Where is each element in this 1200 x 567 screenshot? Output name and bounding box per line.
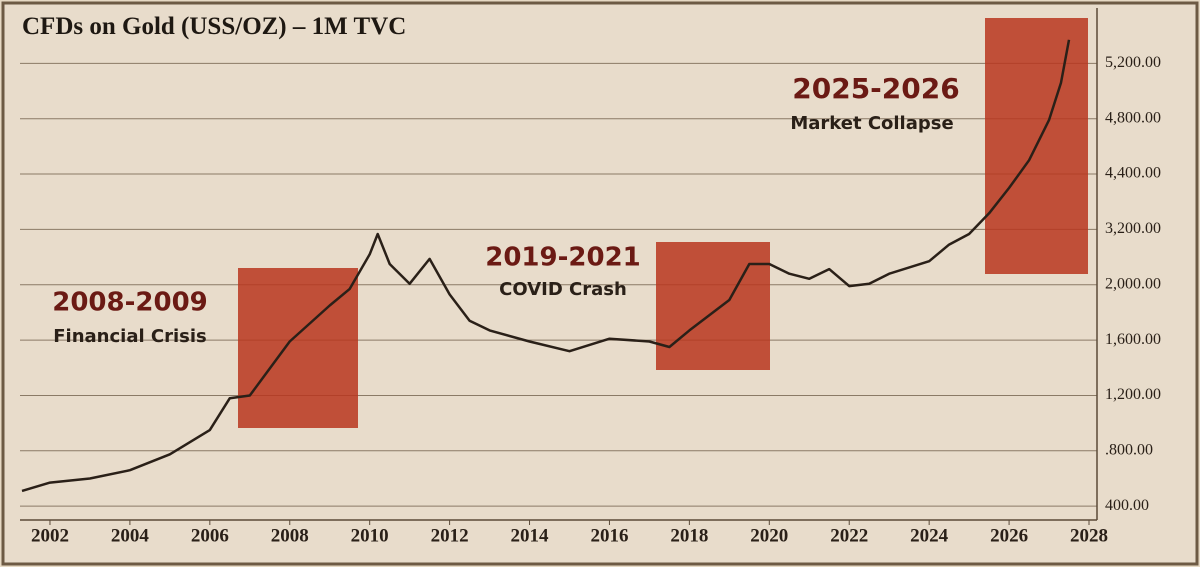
- annotation-title: 2008-2009: [52, 288, 208, 318]
- y-tick-label: 1,600.00: [1105, 331, 1161, 348]
- x-tick-label: 2012: [431, 525, 469, 546]
- grid: [20, 62, 1097, 507]
- y-tick-label: 3,200.00: [1105, 220, 1161, 237]
- x-tick-label: 2018: [670, 525, 708, 546]
- x-tick-label: 2020: [750, 525, 788, 546]
- x-tick-label: 2004: [111, 525, 150, 546]
- x-tick-label: 2024: [910, 525, 949, 546]
- annotation-text: Financial Crisis: [53, 326, 207, 347]
- chart-title: CFDs on Gold (USS/OZ) – 1M TVC: [22, 13, 406, 40]
- x-tick-label: 2014: [511, 525, 550, 546]
- y-tick-label: 400.00: [1105, 497, 1149, 514]
- x-tick-label: 2006: [191, 525, 229, 546]
- x-tick-label: 2022: [830, 525, 868, 546]
- x-tick-label: 2016: [590, 525, 628, 546]
- highlight-box: [238, 268, 358, 428]
- annotation-title: 2025-2026: [792, 72, 959, 105]
- y-tick-label: .800.00: [1105, 441, 1153, 458]
- y-tick-label: 4,400.00: [1105, 165, 1161, 182]
- annotation-title: 2019-2021: [485, 243, 641, 273]
- price-line: [21, 39, 1071, 493]
- x-tick-label: 2028: [1070, 525, 1108, 546]
- annotation-text: Market Collapse: [790, 113, 953, 134]
- y-tick-label: 1,200.00: [1105, 386, 1161, 403]
- highlight-box: [656, 242, 770, 370]
- y-tick-label: 2,000.00: [1105, 275, 1161, 292]
- annotation-text: COVID Crash: [499, 279, 627, 300]
- y-tick-label: 5,200.00: [1105, 54, 1161, 71]
- x-tick-label: 2008: [271, 525, 309, 546]
- x-tick-label: 2002: [31, 525, 69, 546]
- x-tick-label: 2026: [990, 525, 1028, 546]
- y-tick-label: 4,800.00: [1105, 109, 1161, 126]
- x-tick-label: 2010: [351, 525, 389, 546]
